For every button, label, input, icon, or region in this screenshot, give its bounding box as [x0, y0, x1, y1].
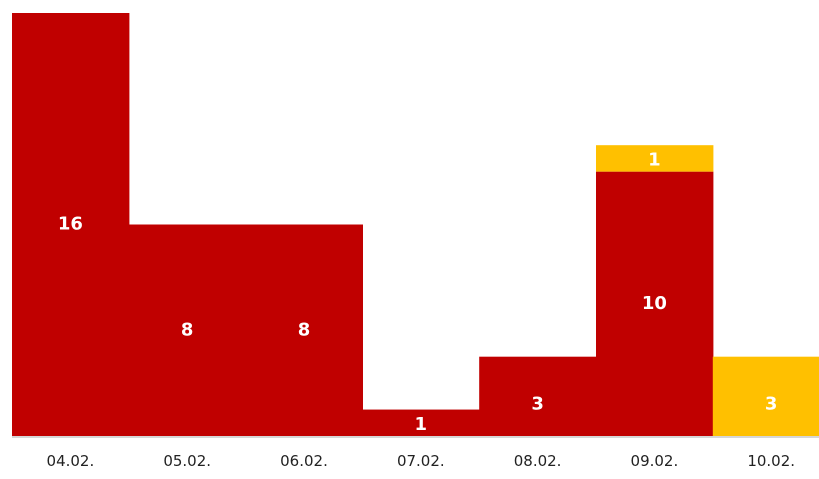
- x-tick-0702: 07.02.: [397, 452, 445, 470]
- bar-0902-series2: [596, 145, 714, 172]
- bar-0902-series1: [596, 171, 714, 436]
- data-label-0902-series2: 1: [648, 149, 661, 170]
- bar-0402-series1: [12, 13, 130, 436]
- data-label-0402-series1: 16: [58, 214, 83, 235]
- data-label-1002-series2: 3: [765, 393, 778, 414]
- bar-0702-series1: [362, 409, 480, 436]
- bars-layer: [12, 13, 819, 436]
- bar-0802-series1: [479, 356, 597, 436]
- x-tick-0402: 04.02.: [47, 452, 95, 470]
- bar-0502-series1: [128, 224, 247, 436]
- bar-1002-series2: [712, 356, 819, 436]
- data-labels-layer: 16 8 8 1 3 10 1 3: [58, 149, 778, 434]
- x-tick-0502: 05.02.: [163, 452, 211, 470]
- data-label-0502-series1: 8: [181, 319, 194, 340]
- data-label-0602-series1: 8: [298, 319, 311, 340]
- x-tick-0902: 09.02.: [631, 452, 679, 470]
- data-label-0902-series1: 10: [642, 293, 667, 314]
- bar-0602-series1: [245, 224, 363, 436]
- data-label-0802-series1: 3: [531, 393, 544, 414]
- x-tick-1002: 10.02.: [747, 452, 795, 470]
- x-tick-0602: 06.02.: [280, 452, 328, 470]
- x-tick-0802: 08.02.: [514, 452, 562, 470]
- data-label-0702-series1: 1: [415, 414, 428, 435]
- x-tick-labels: 04.02. 05.02. 06.02. 07.02. 08.02. 09.02. 10.0…: [47, 452, 796, 470]
